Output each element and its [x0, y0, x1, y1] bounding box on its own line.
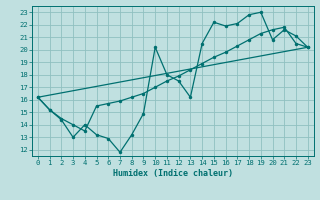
- X-axis label: Humidex (Indice chaleur): Humidex (Indice chaleur): [113, 169, 233, 178]
